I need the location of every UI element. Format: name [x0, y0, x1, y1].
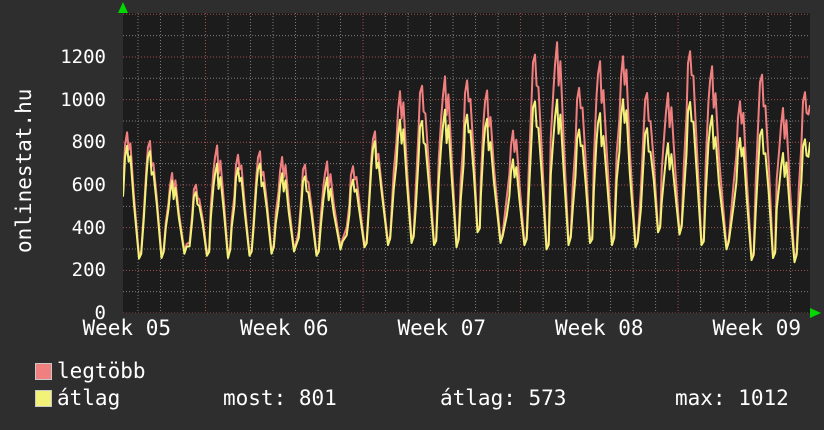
legend-swatch-legtobb [35, 363, 52, 380]
legend-label-legtobb: legtöbb [57, 359, 146, 383]
y-axis-tick-label: 400 [71, 216, 106, 239]
y-axis-tick-label: 1000 [60, 88, 106, 111]
y-axis-arrow-icon [118, 2, 128, 13]
x-axis-tick-label: Week 09 [712, 316, 802, 340]
chart-svg [123, 13, 810, 313]
y-axis-tick-label: 800 [71, 131, 106, 154]
x-axis-tick-label: Week 08 [555, 316, 644, 340]
stat-most: most: 801 [223, 386, 337, 410]
series-line-atlag [123, 98, 810, 264]
y-axis-tick-label: 0 [94, 302, 106, 324]
x-axis-arrow-icon [810, 308, 821, 318]
stat-atlag: átlag: 573 [440, 386, 567, 410]
y-axis-tick-label: 200 [71, 259, 106, 282]
x-axis-tick-label: Week 06 [240, 316, 329, 340]
y-axis-tick-label: 1200 [60, 45, 106, 68]
stat-max: max: 1012 [675, 386, 789, 410]
legend-swatch-atlag [35, 390, 52, 407]
x-axis-tick-label: Week 05 [82, 316, 172, 340]
x-axis-tick-label: Week 07 [397, 316, 487, 340]
chart-plot-area [123, 13, 810, 313]
y-axis-tick-label: 600 [71, 173, 106, 196]
legend-label-atlag: átlag [57, 386, 121, 410]
